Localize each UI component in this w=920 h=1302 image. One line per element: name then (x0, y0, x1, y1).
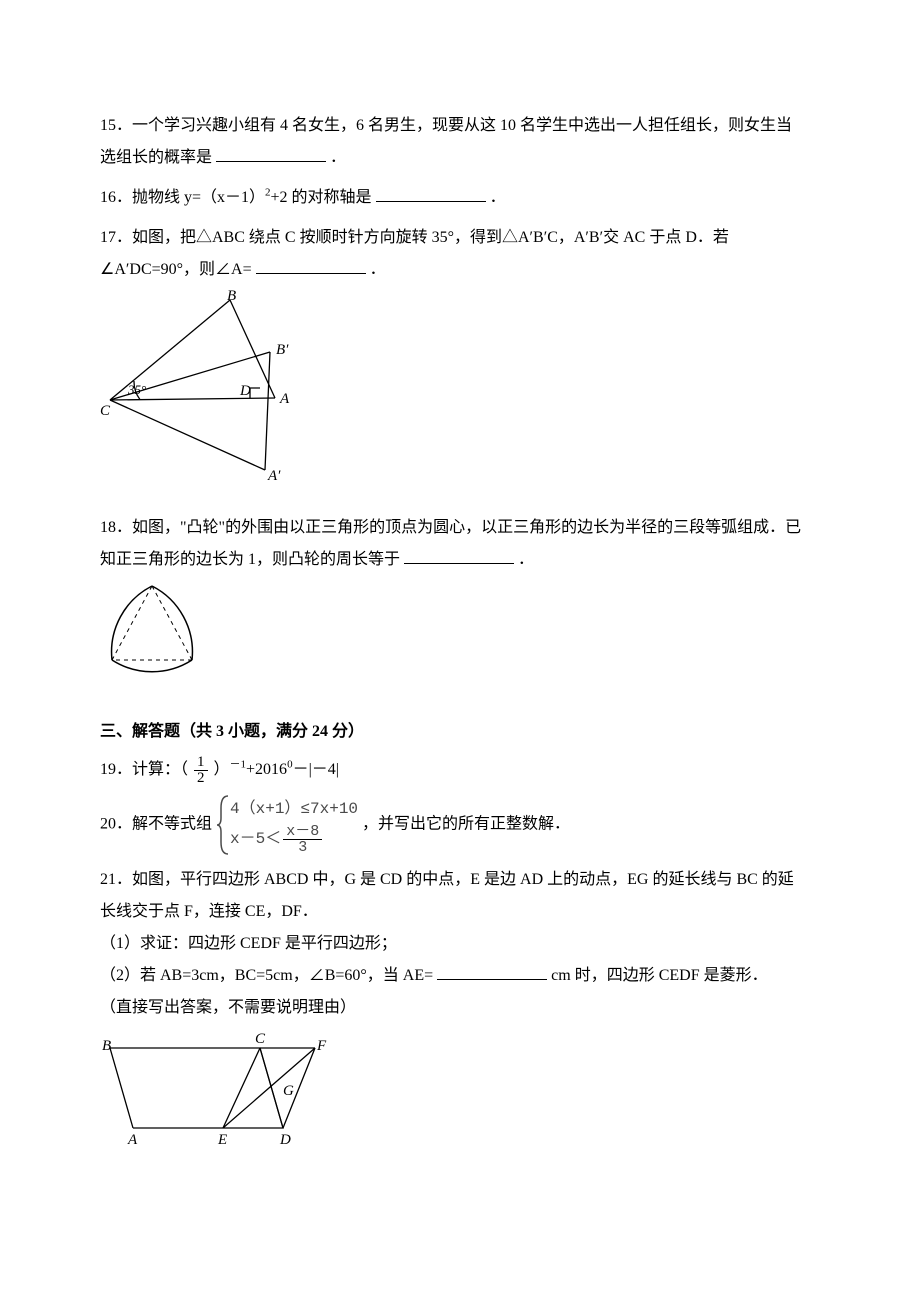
brace-icon (216, 794, 230, 856)
q19-sup1: －1 (230, 759, 247, 771)
section-3-title: 三、解答题（共 3 小题，满分 24 分） (100, 716, 820, 748)
q20-eq2-a: x－5＜ (230, 825, 281, 854)
label-angle: 35° (127, 382, 146, 397)
q20-eq1: 4（x+1）≤7x+10 (230, 795, 358, 824)
q18-blank (404, 545, 514, 564)
question-20: 20．解不等式组 4（x+1）≤7x+10 x－5＜ x－8 3 ，并写出它的所… (100, 794, 820, 856)
q21-figure: B C F G A E D (100, 1028, 820, 1160)
question-16: 16．抛物线 y=（x－1）2+2 的对称轴是 ． (100, 182, 820, 214)
q19-text-a: 19．计算：（ (100, 761, 188, 778)
q19-text-c: +2016 (246, 761, 287, 778)
q20-eq2-den: 3 (283, 840, 322, 855)
q20-eq2-frac: x－8 3 (283, 824, 322, 855)
q21-line1: 21．如图，平行四边形 ABCD 中，G 是 CD 的中点，E 是边 AD 上的… (100, 864, 820, 896)
q15-text: 选组长的概率是 (100, 149, 212, 166)
label-C: C (100, 403, 111, 419)
label-A21: A (127, 1132, 138, 1148)
q18-line1: 18．如图，"凸轮"的外围由以正三角形的顶点为圆心，以正三角形的边长为半径的三段… (100, 512, 820, 544)
q20-eq2-num: x－8 (283, 824, 322, 840)
question-19: 19．计算：（ 1 2 ）－1+20160－|－4| (100, 754, 820, 786)
label-G21: G (283, 1083, 294, 1099)
q15-blank (216, 143, 326, 162)
label-C21: C (255, 1031, 266, 1047)
label-A: A (279, 391, 290, 407)
q19-frac-den: 2 (194, 771, 208, 786)
label-B: B (227, 290, 236, 304)
q16-period: ． (490, 189, 506, 206)
q17-figure: B B′ D A A′ C 35° (100, 290, 820, 502)
label-B21: B (102, 1038, 111, 1054)
q18-period: ． (518, 551, 534, 568)
label-D21: D (279, 1132, 291, 1148)
label-Ap: A′ (267, 468, 281, 484)
q17-blank (256, 255, 366, 274)
question-17: 17．如图，把△ABC 绕点 C 按顺时针方向旋转 35°，得到△A′B′C，A… (100, 222, 820, 502)
q21-part2-a: （2）若 AB=3cm，BC=5cm，∠B=60°，当 AE= (100, 967, 433, 984)
q17-period: ． (370, 261, 386, 278)
label-E21: E (217, 1132, 227, 1148)
page: 15．一个学习兴趣小组有 4 名女生，6 名男生，现要从这 10 名学生中选出一… (0, 0, 920, 1230)
q21-note: （直接写出答案，不需要说明理由） (100, 992, 820, 1024)
question-18: 18．如图，"凸轮"的外围由以正三角形的顶点为圆心，以正三角形的边长为半径的三段… (100, 512, 820, 692)
q19-text-b: ） (214, 761, 230, 778)
q19-text-d: －|－4| (293, 761, 339, 778)
question-21: 21．如图，平行四边形 ABCD 中，G 是 CD 的中点，E 是边 AD 上的… (100, 864, 820, 1160)
q20-system: 4（x+1）≤7x+10 x－5＜ x－8 3 (216, 794, 358, 856)
q20-eq2: x－5＜ x－8 3 (230, 824, 358, 855)
q16-blank (376, 183, 486, 202)
q21-blank (437, 961, 547, 980)
q18-text-b: 知正三角形的边长为 1，则凸轮的周长等于 (100, 551, 400, 568)
q20-text-a: 20．解不等式组 (100, 816, 212, 833)
q15-period: ． (330, 149, 346, 166)
q15-line1: 15．一个学习兴趣小组有 4 名女生，6 名男生，现要从这 10 名学生中选出一… (100, 110, 820, 142)
q21-part1: （1）求证：四边形 CEDF 是平行四边形； (100, 928, 820, 960)
label-Bp: B′ (276, 342, 289, 358)
reuleaux-svg (100, 580, 205, 680)
label-F21: F (316, 1038, 327, 1054)
q20-text-b: ，并写出它的所有正整数解． (362, 816, 570, 833)
question-15: 15．一个学习兴趣小组有 4 名女生，6 名男生，现要从这 10 名学生中选出一… (100, 110, 820, 174)
q21-part2-b: cm 时，四边形 CEDF 是菱形． (551, 967, 767, 984)
q18-figure (100, 580, 820, 692)
label-D: D (239, 383, 251, 399)
q18-line2: 知正三角形的边长为 1，则凸轮的周长等于 ． (100, 544, 820, 576)
triangle-rotation-svg: B B′ D A A′ C 35° (100, 290, 320, 490)
q21-line2: 长线交于点 F，连接 CE，DF． (100, 896, 820, 928)
q16-text-a: 16．抛物线 y=（x－1） (100, 189, 265, 206)
q15-line2: 选组长的概率是 ． (100, 142, 820, 174)
q17-line2: ∠A′DC=90°，则∠A= ． (100, 254, 820, 286)
parallelogram-svg: B C F G A E D (100, 1028, 330, 1148)
q16-text-b: +2 的对称轴是 (271, 189, 372, 206)
q19-frac-num: 1 (194, 755, 208, 771)
q17-text-b: ∠A′DC=90°，则∠A= (100, 261, 252, 278)
q21-part2: （2）若 AB=3cm，BC=5cm，∠B=60°，当 AE= cm 时，四边形… (100, 960, 820, 992)
q17-line1: 17．如图，把△ABC 绕点 C 按顺时针方向旋转 35°，得到△A′B′C，A… (100, 222, 820, 254)
q19-frac: 1 2 (194, 755, 208, 786)
